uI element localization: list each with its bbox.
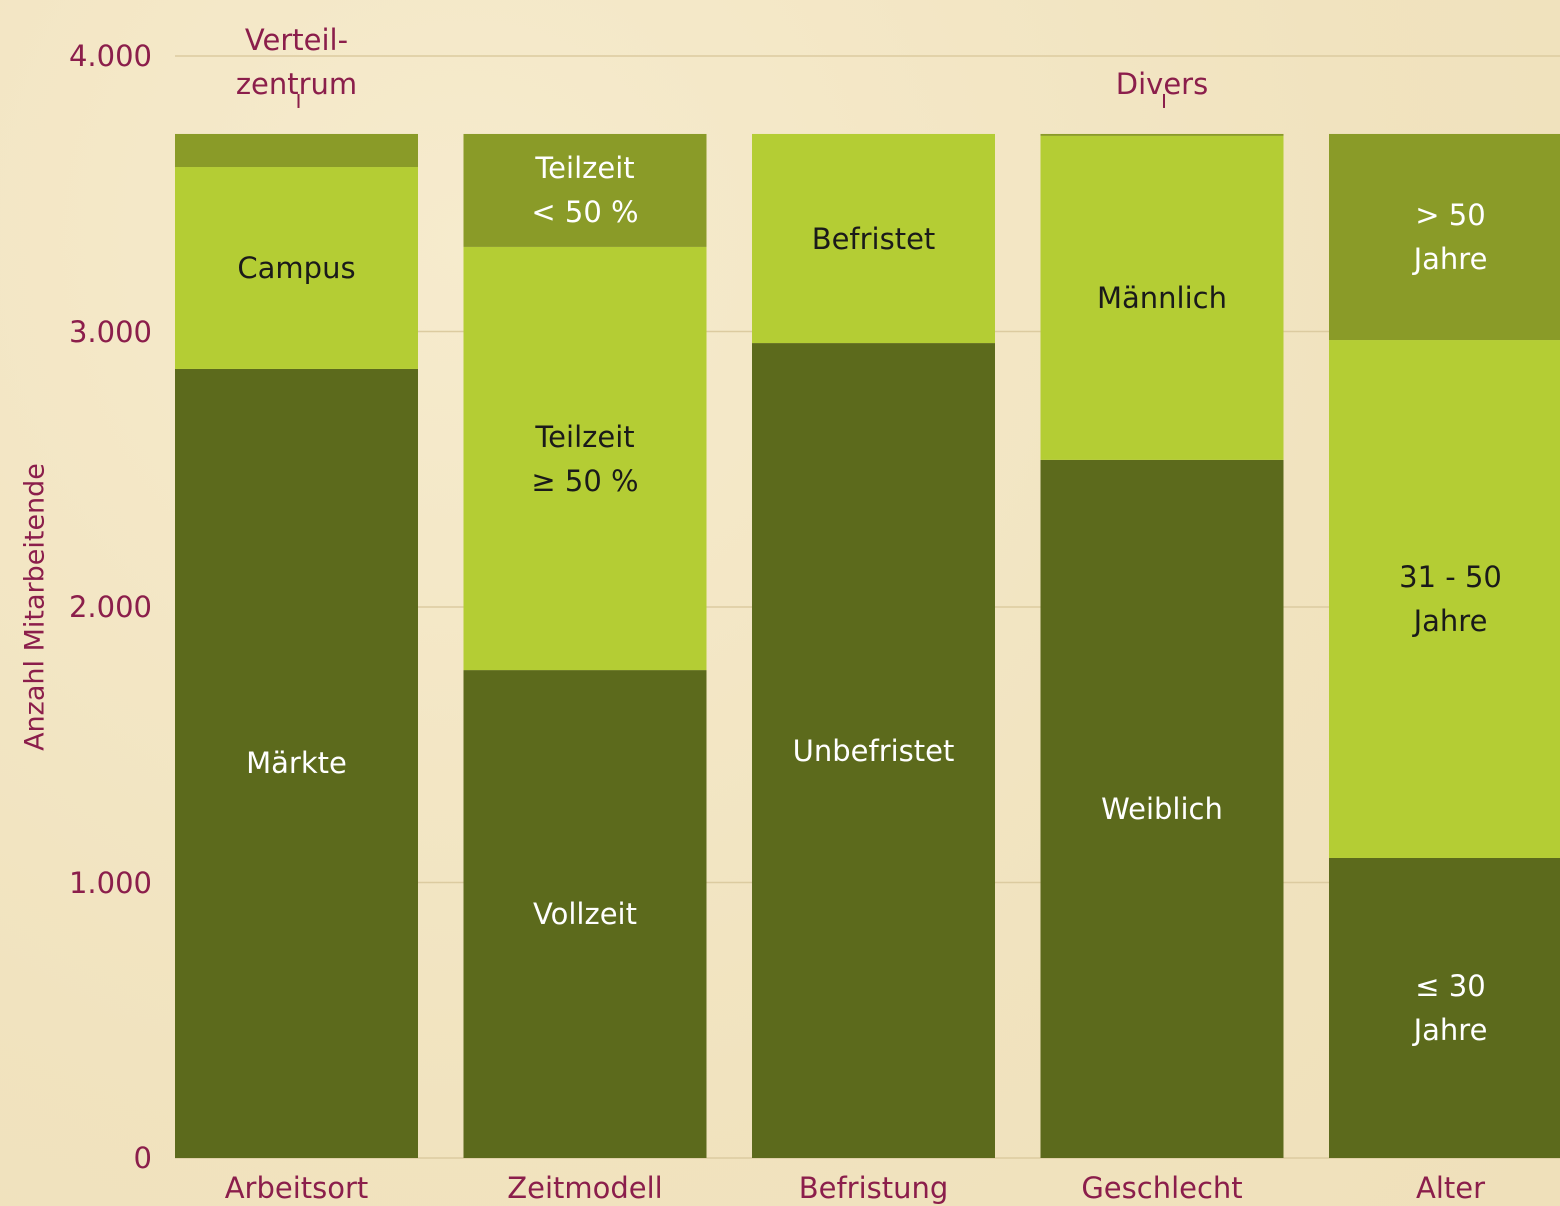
segment-label: ≤ 30 Jahre <box>1413 968 1488 1047</box>
outside-label: Verteil- zentrum <box>235 22 358 101</box>
x-tick-label: Arbeitsort <box>224 1171 369 1205</box>
x-tick-label: Alter <box>1415 1171 1486 1205</box>
segment-label: Befristet <box>811 221 936 256</box>
bar-segment <box>1329 340 1560 858</box>
segment-label: Märkte <box>246 746 347 781</box>
y-axis-title: Anzahl Mitarbeitende <box>19 463 51 751</box>
segment-label: Unbefristet <box>792 733 955 768</box>
segment-label: Teilzeit < 50 % <box>531 151 639 230</box>
bar-segment <box>1329 133 1560 341</box>
segment-label: Weiblich <box>1101 791 1223 826</box>
bar-segment <box>175 368 418 1158</box>
bar-segment <box>175 167 418 369</box>
segment-label: 31 - 50 Jahre <box>1399 560 1502 638</box>
segment-label: Campus <box>237 250 356 285</box>
segment-label: Männlich <box>1097 280 1227 315</box>
bar-segment <box>463 246 707 671</box>
x-tick-label: Zeitmodell <box>507 1171 663 1205</box>
bar-segment <box>463 133 707 247</box>
bar-segment <box>1040 459 1284 1158</box>
bar-segment <box>1329 857 1560 1158</box>
y-tick-label: 0 <box>133 1141 152 1175</box>
bar-segment <box>752 133 995 344</box>
outside-label: Divers <box>1115 66 1209 101</box>
x-tick-label: Befristung <box>798 1171 949 1205</box>
y-tick-label: 4.000 <box>68 39 152 73</box>
y-tick-label: 2.000 <box>68 590 152 624</box>
segment-label: Teilzeit ≥ 50 % <box>531 419 639 498</box>
bar-segment <box>175 133 418 168</box>
bar-segment <box>463 670 707 1158</box>
bar-segment <box>1040 133 1284 136</box>
segment-label: Vollzeit <box>533 897 637 932</box>
x-tick-label: Geschlecht <box>1081 1171 1243 1205</box>
segment-label: > 50 Jahre <box>1413 198 1488 276</box>
y-tick-label: 3.000 <box>68 314 152 349</box>
bar-segment <box>752 343 995 1158</box>
y-tick-label: 1.000 <box>68 865 152 900</box>
bar-segment <box>1040 135 1284 460</box>
